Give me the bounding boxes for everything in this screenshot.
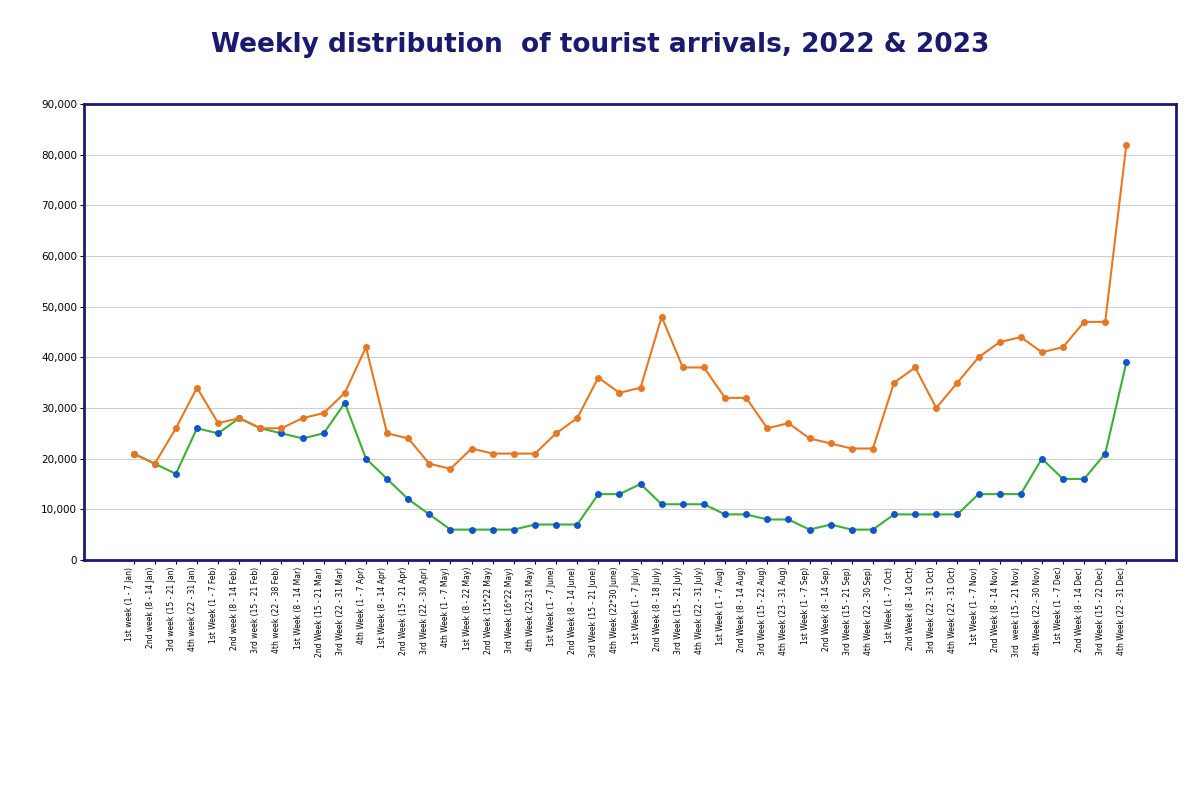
Text: Weekly distribution  of tourist arrivals, 2022 & 2023: Weekly distribution of tourist arrivals,… bbox=[211, 32, 989, 58]
